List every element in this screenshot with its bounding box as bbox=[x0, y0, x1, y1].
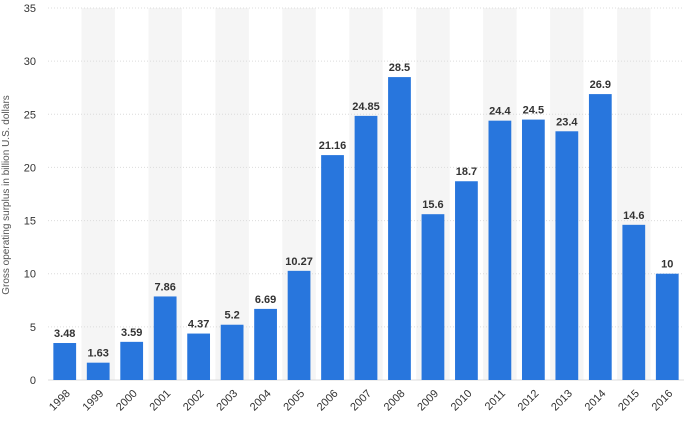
data-label: 14.6 bbox=[623, 210, 644, 222]
y-tick-label: 30 bbox=[24, 56, 36, 68]
x-tick-label: 2001 bbox=[147, 388, 173, 414]
bar bbox=[254, 308, 277, 380]
data-label: 15.6 bbox=[422, 199, 443, 211]
data-label: 18.7 bbox=[456, 166, 477, 178]
y-tick-label: 15 bbox=[24, 216, 36, 228]
category-band bbox=[81, 8, 115, 380]
bar bbox=[120, 341, 144, 380]
y-tick-label: 25 bbox=[24, 109, 36, 121]
x-tick-label: 1999 bbox=[81, 388, 107, 414]
bar bbox=[622, 224, 646, 380]
x-tick-label: 2000 bbox=[114, 388, 140, 414]
y-tick-label: 0 bbox=[30, 375, 36, 387]
data-label: 24.5 bbox=[523, 105, 544, 117]
x-tick-label: 2014 bbox=[583, 388, 609, 414]
bar bbox=[86, 362, 110, 380]
data-label: 6.69 bbox=[255, 294, 276, 306]
x-tick-label: 2009 bbox=[415, 388, 441, 414]
x-axis-ticks: 1998 1999 2000 2001 2002 2003 2004 2005 2006 2007… bbox=[47, 388, 675, 414]
bar bbox=[421, 214, 445, 380]
y-tick-label: 10 bbox=[24, 269, 36, 281]
bar bbox=[287, 270, 311, 380]
x-tick-label: 2006 bbox=[315, 388, 341, 414]
x-tick-label: 2011 bbox=[483, 388, 508, 413]
bar bbox=[187, 333, 211, 380]
data-label: 10 bbox=[661, 259, 673, 271]
bar bbox=[53, 343, 77, 380]
y-axis-title: Gross operating surplus in billion U.S. … bbox=[1, 95, 12, 295]
bar bbox=[655, 273, 679, 380]
data-label: 28.5 bbox=[389, 62, 410, 74]
bar bbox=[321, 155, 344, 380]
bar bbox=[220, 324, 244, 380]
x-tick-label: 2008 bbox=[382, 388, 408, 414]
x-tick-label: 2005 bbox=[281, 388, 307, 414]
x-tick-label: 2003 bbox=[214, 388, 240, 414]
x-tick-label: 2010 bbox=[449, 388, 475, 414]
category-band bbox=[215, 8, 249, 380]
x-tick-label: 2013 bbox=[549, 388, 575, 414]
data-label: 26.9 bbox=[590, 79, 611, 91]
bar bbox=[153, 296, 177, 380]
x-tick-label: 2015 bbox=[616, 388, 642, 414]
bar bbox=[388, 77, 411, 380]
x-tick-label: 2012 bbox=[516, 388, 542, 414]
data-label: 3.48 bbox=[54, 328, 75, 340]
bar bbox=[521, 119, 545, 380]
data-label: 24.4 bbox=[489, 106, 511, 118]
data-label: 24.85 bbox=[352, 101, 380, 113]
bars bbox=[53, 77, 679, 381]
x-tick-label: 1998 bbox=[47, 388, 73, 414]
bar bbox=[455, 181, 478, 380]
y-tick-label: 20 bbox=[24, 162, 36, 174]
data-label: 3.59 bbox=[121, 327, 142, 339]
x-tick-label: 2016 bbox=[650, 388, 676, 414]
bar bbox=[354, 115, 378, 380]
x-tick-label: 2007 bbox=[348, 388, 374, 414]
data-label: 23.4 bbox=[556, 116, 578, 128]
data-label: 4.37 bbox=[188, 319, 209, 331]
y-axis-ticks: 0 5 10 15 20 25 30 35 bbox=[24, 3, 36, 387]
x-tick-label: 2004 bbox=[248, 388, 274, 414]
data-label: 5.2 bbox=[224, 310, 239, 322]
y-tick-label: 5 bbox=[30, 322, 36, 334]
data-label: 7.86 bbox=[154, 281, 175, 293]
x-tick-label: 2002 bbox=[181, 388, 207, 414]
data-label: 10.27 bbox=[285, 256, 313, 268]
data-label: 21.16 bbox=[319, 140, 347, 152]
bar bbox=[555, 131, 579, 380]
bar bbox=[488, 120, 512, 381]
data-labels: 3.48 1.63 3.59 7.86 4.37 5.2 6.69 10.27 21.16 24.… bbox=[54, 62, 673, 360]
y-tick-label: 35 bbox=[24, 3, 36, 15]
bar bbox=[588, 94, 612, 380]
data-label: 1.63 bbox=[87, 348, 108, 360]
